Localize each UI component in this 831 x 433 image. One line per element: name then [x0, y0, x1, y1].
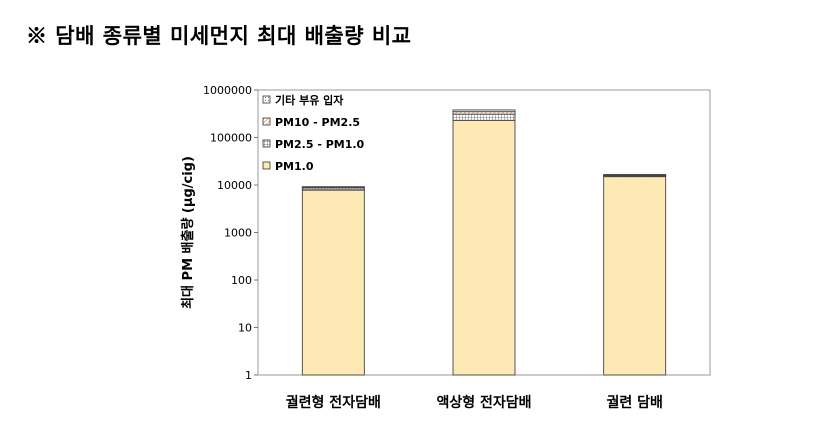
legend-label: 기타 부유 입자	[275, 93, 344, 107]
legend-swatch	[262, 117, 271, 126]
bar-segment	[603, 174, 667, 176]
y-tick-label: 1000000	[203, 84, 252, 97]
bar-segment	[452, 113, 516, 121]
legend-swatch	[262, 139, 271, 148]
y-tick-label: 1000	[224, 227, 252, 240]
legend-swatch	[262, 95, 271, 104]
legend-label: PM1.0	[275, 160, 314, 173]
page-title: ※ 담배 종류별 미세먼지 최대 배출량 비교	[26, 23, 412, 48]
legend-label: PM10 - PM2.5	[275, 116, 360, 129]
x-category-label: 액상형 전자담배	[436, 394, 531, 411]
legend-label: PM2.5 - PM1.0	[275, 138, 365, 151]
x-category-label: 궐련 담배	[606, 394, 662, 411]
bar-segment	[452, 119, 516, 376]
bar-segment	[452, 109, 516, 113]
y-axis-label: 최대 PM 배출량 (μg/cig)	[180, 156, 196, 309]
x-category-label: 궐련형 전자담배	[286, 394, 381, 411]
y-tick-label: 100	[231, 274, 252, 287]
bar-segment	[603, 176, 667, 376]
y-tick-label: 100000	[210, 132, 252, 145]
y-tick-label: 10000	[217, 179, 252, 192]
bar-segment	[301, 186, 365, 188]
legend-swatch	[262, 161, 271, 170]
bar-segment	[301, 189, 365, 376]
y-tick-label: 10	[238, 322, 252, 335]
y-tick-label: 1	[245, 369, 252, 382]
